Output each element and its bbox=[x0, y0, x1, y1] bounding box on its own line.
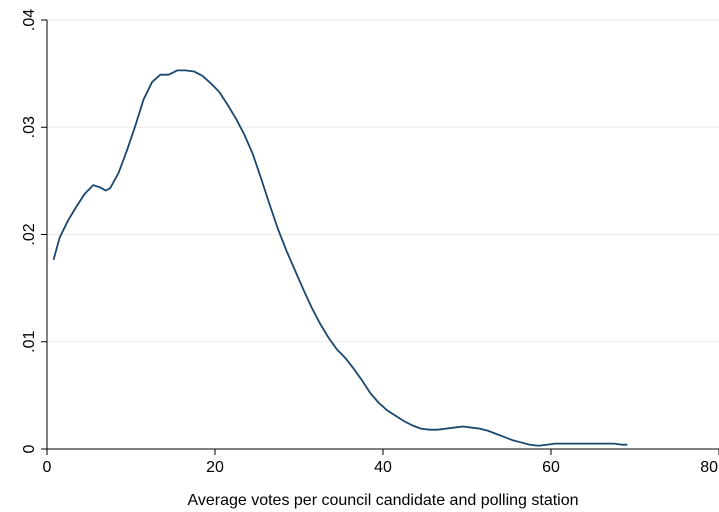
x-axis-title: Average votes per council candidate and … bbox=[187, 492, 578, 509]
y-tick-label-1: .01 bbox=[21, 331, 38, 353]
x-tick-label-4: 80 bbox=[700, 459, 718, 476]
series-layer bbox=[52, 69, 628, 447]
density-line-0 bbox=[52, 69, 628, 447]
x-ticks: 0 20 40 60 80 bbox=[43, 449, 719, 476]
x-tick-label-2: 40 bbox=[374, 459, 392, 476]
y-tick-label-3: .03 bbox=[21, 116, 38, 138]
x-tick-label-0: 0 bbox=[43, 459, 52, 476]
y-ticks: 0 .01 .02 .03 .04 bbox=[21, 9, 47, 453]
x-tick-label-3: 60 bbox=[542, 459, 560, 476]
x-tick-label-1: 20 bbox=[206, 459, 224, 476]
y-tick-label-4: .04 bbox=[21, 9, 38, 31]
y-tick-label-0: 0 bbox=[21, 444, 38, 453]
grid-layer bbox=[47, 19, 719, 343]
y-tick-label-2: .02 bbox=[21, 223, 38, 245]
